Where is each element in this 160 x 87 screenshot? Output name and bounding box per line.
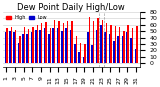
Bar <box>106 23 107 63</box>
Bar <box>24 27 25 63</box>
Bar <box>135 49 136 63</box>
Bar <box>78 52 80 63</box>
Bar <box>9 31 11 63</box>
Bar <box>32 27 34 63</box>
Bar <box>22 34 24 63</box>
Bar <box>96 30 97 63</box>
Bar <box>115 26 116 63</box>
Bar <box>71 21 73 63</box>
Bar <box>67 21 68 63</box>
Title: Dew Point Daily High/Low: Dew Point Daily High/Low <box>17 3 125 12</box>
Bar <box>117 36 119 63</box>
Bar <box>136 26 138 63</box>
Bar <box>91 45 93 63</box>
Bar <box>31 32 32 63</box>
Bar <box>58 21 60 63</box>
Bar <box>61 31 63 63</box>
Bar <box>132 28 133 63</box>
Bar <box>5 32 6 63</box>
Bar <box>18 43 19 63</box>
Bar <box>87 32 88 63</box>
Bar <box>104 32 106 63</box>
Bar <box>119 27 120 63</box>
Bar <box>48 34 50 63</box>
Bar <box>35 30 36 63</box>
Bar <box>50 28 51 63</box>
Bar <box>44 28 45 63</box>
Bar <box>109 34 110 63</box>
Bar <box>19 36 21 63</box>
Bar <box>76 36 77 63</box>
Bar <box>45 22 47 63</box>
Bar <box>65 28 67 63</box>
Bar <box>74 44 76 63</box>
Bar <box>13 32 15 63</box>
Bar <box>39 30 41 63</box>
Bar <box>101 19 103 63</box>
Bar <box>113 41 115 63</box>
Bar <box>122 36 123 63</box>
Bar <box>15 30 16 63</box>
Bar <box>28 29 29 63</box>
Bar <box>84 44 86 63</box>
Bar <box>83 57 84 63</box>
Bar <box>93 21 94 63</box>
Bar <box>70 30 71 63</box>
Bar <box>110 25 112 63</box>
Legend: High, Low: High, Low <box>5 14 48 21</box>
Bar <box>130 37 132 63</box>
Bar <box>123 31 125 63</box>
Bar <box>88 17 90 63</box>
Bar <box>97 18 99 63</box>
Bar <box>57 28 58 63</box>
Bar <box>54 19 55 63</box>
Bar <box>6 28 8 63</box>
Bar <box>11 27 12 63</box>
Bar <box>26 34 28 63</box>
Bar <box>36 25 38 63</box>
Bar <box>41 23 42 63</box>
Bar <box>80 43 81 63</box>
Bar <box>100 25 101 63</box>
Bar <box>63 23 64 63</box>
Bar <box>52 28 54 63</box>
Bar <box>128 25 129 63</box>
Bar <box>126 32 128 63</box>
